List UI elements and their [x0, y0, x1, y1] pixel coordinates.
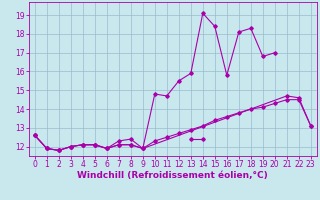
X-axis label: Windchill (Refroidissement éolien,°C): Windchill (Refroidissement éolien,°C): [77, 171, 268, 180]
